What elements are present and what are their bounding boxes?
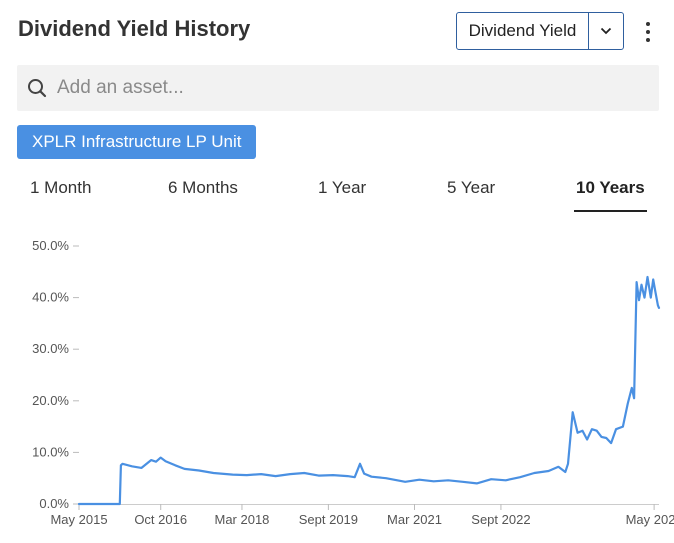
- x-tick-label: May 2025: [626, 512, 674, 527]
- x-tick-label: May 2015: [50, 512, 107, 527]
- x-tick-label: Sept 2022: [471, 512, 530, 527]
- y-tick-label: 50.0%: [32, 238, 69, 253]
- y-tick-label: 20.0%: [32, 393, 69, 408]
- y-tick-label: 10.0%: [32, 444, 69, 459]
- search-icon: [27, 78, 47, 98]
- asset-search[interactable]: [17, 64, 659, 112]
- tab-1-month[interactable]: 1 Month: [30, 178, 92, 197]
- x-tick-label: Sept 2019: [299, 512, 358, 527]
- y-tick-label: 40.0%: [32, 290, 69, 305]
- tab-10-years[interactable]: 10 Years: [576, 178, 645, 197]
- dividend-yield-chart: 0.0% 10.0% 20.0% 30.0% 40.0% 50.0% May 2015 Oct…: [32, 238, 674, 527]
- chevron-down-icon[interactable]: [588, 13, 623, 49]
- y-tick-label: 0.0%: [39, 496, 69, 511]
- range-tabs: 1 Month 6 Months 1 Year 5 Year 10 Years: [0, 170, 674, 216]
- metric-select-label: Dividend Yield: [468, 21, 577, 40]
- y-tick-label: 30.0%: [32, 341, 69, 356]
- more-options-icon[interactable]: [639, 20, 657, 44]
- tab-6-months[interactable]: 6 Months: [168, 178, 238, 197]
- page-title: Dividend Yield History: [18, 16, 251, 41]
- x-tick-label: Oct 2016: [134, 512, 187, 527]
- search-input[interactable]: [55, 64, 659, 112]
- asset-chip[interactable]: XPLR Infrastructure LP Unit: [17, 125, 257, 159]
- x-tick-label: Mar 2018: [214, 512, 269, 527]
- tab-5-year[interactable]: 5 Year: [447, 178, 496, 197]
- series-line: [77, 275, 661, 506]
- active-tab-underline: [574, 210, 647, 212]
- metric-select[interactable]: Dividend Yield: [456, 12, 624, 50]
- tab-1-year[interactable]: 1 Year: [318, 178, 367, 197]
- x-tick-label: Mar 2021: [387, 512, 442, 527]
